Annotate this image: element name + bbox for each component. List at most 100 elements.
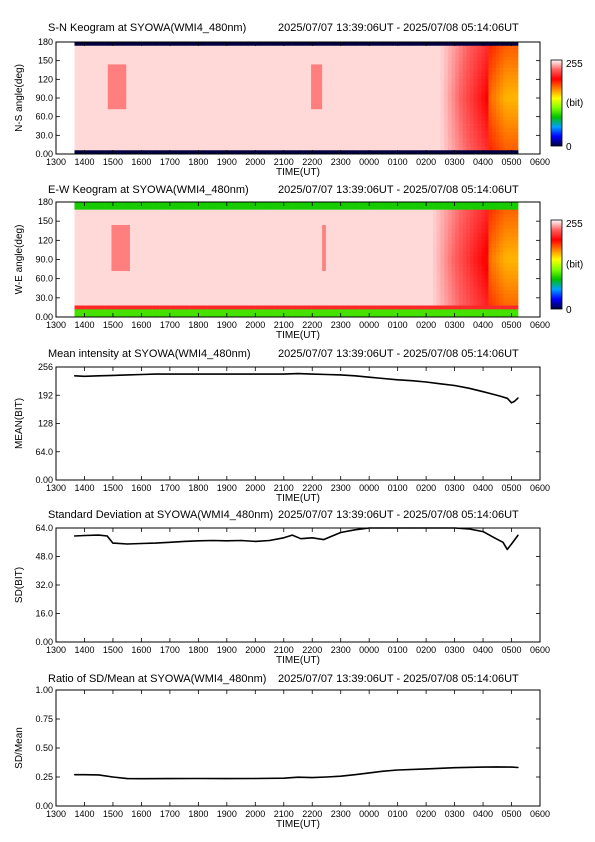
keogram-cell [181,290,186,295]
keogram-cell [196,271,201,276]
keogram-cell [348,105,353,110]
keogram-cell [373,142,378,147]
keogram-cell [163,251,168,256]
keogram-cell [89,109,94,114]
keogram-cell [447,146,452,151]
keogram-cell [126,105,131,110]
keogram-cell [370,135,375,140]
keogram-cell [189,53,194,58]
keogram-cell [200,112,205,117]
keogram-cell [455,94,460,99]
keogram-cell [196,240,201,245]
keogram-cell [381,56,386,61]
keogram-cell [181,202,186,207]
keogram-cell [222,313,227,318]
keogram-cell [344,127,349,132]
keogram-cell [506,75,511,80]
keogram-cell [211,232,216,237]
keogram-cell [318,105,323,110]
keogram-cell [133,263,138,268]
keogram-cell [163,127,168,132]
keogram-cell [229,228,234,233]
keogram-cell [399,75,404,80]
keogram-cell [122,274,127,279]
keogram-cell [425,94,430,99]
keogram-cell [196,232,201,237]
keogram-cell [510,101,515,106]
keogram-cell [214,120,219,125]
keogram-cell [192,75,197,80]
keogram-cell [329,109,334,114]
keogram-cell [348,101,353,106]
keogram-cell [81,98,86,103]
keogram-cell [85,131,90,136]
keogram-cell [263,79,268,84]
keogram-cell [233,109,238,114]
keogram-cell [473,71,478,76]
keogram-cell [152,236,157,241]
keogram-cell [78,213,83,218]
keogram-cell [351,139,356,144]
keogram-cell [277,98,282,103]
keogram-cell [381,45,386,50]
keogram-cell [133,225,138,230]
keogram-cell [78,286,83,291]
keogram-cell [211,86,216,91]
keogram-cell [196,135,201,140]
keogram-cell [311,142,316,147]
keogram-cell [495,68,500,73]
keogram-cell [466,146,471,151]
keogram-cell [270,64,275,69]
keogram-cell [100,116,105,121]
keogram-cell [118,271,123,276]
keogram-cell [203,53,208,58]
keogram-cell [100,263,105,268]
keogram-cell [144,68,149,73]
keogram-cell [214,297,219,302]
keogram-cell [344,105,349,110]
keogram-cell [503,90,508,95]
keogram-cell [325,68,330,73]
keogram-cell [148,290,153,295]
keogram-cell [85,90,90,95]
keogram-cell [181,221,186,226]
x-tick-label: 0500 [502,157,522,167]
keogram-cell [137,274,142,279]
keogram-cell [299,101,304,106]
keogram-cell [137,56,142,61]
keogram-cell [74,290,79,295]
keogram-cell [155,146,160,151]
keogram-cell [311,79,316,84]
keogram-cell [163,109,168,114]
keogram-cell [233,105,238,110]
keogram-cell [240,64,245,69]
keogram-cell [425,86,430,91]
keogram-cell [115,127,120,132]
keogram-cell [222,105,227,110]
keogram-cell [118,274,123,279]
keogram-cell [181,236,186,241]
keogram-cell [514,90,519,95]
keogram-cell [481,124,486,129]
keogram-cell [458,139,463,144]
keogram-cell [466,131,471,136]
keogram-cell [185,228,190,233]
keogram-cell [129,42,134,47]
keogram-cell [81,251,86,256]
keogram-cell [81,236,86,241]
keogram-cell [100,146,105,151]
keogram-cell [410,86,415,91]
keogram-cell [100,105,105,110]
keogram-cell [107,290,112,295]
keogram-cell [392,60,397,65]
keogram-cell [118,142,123,147]
keogram-cell [322,94,327,99]
keogram-cell [181,98,186,103]
keogram-cell [418,90,423,95]
keogram-cell [296,98,301,103]
keogram-cell [104,150,109,155]
keogram-cell [111,313,116,318]
keogram-cell [100,71,105,76]
keogram-cell [185,236,190,241]
keogram-cell [348,64,353,69]
